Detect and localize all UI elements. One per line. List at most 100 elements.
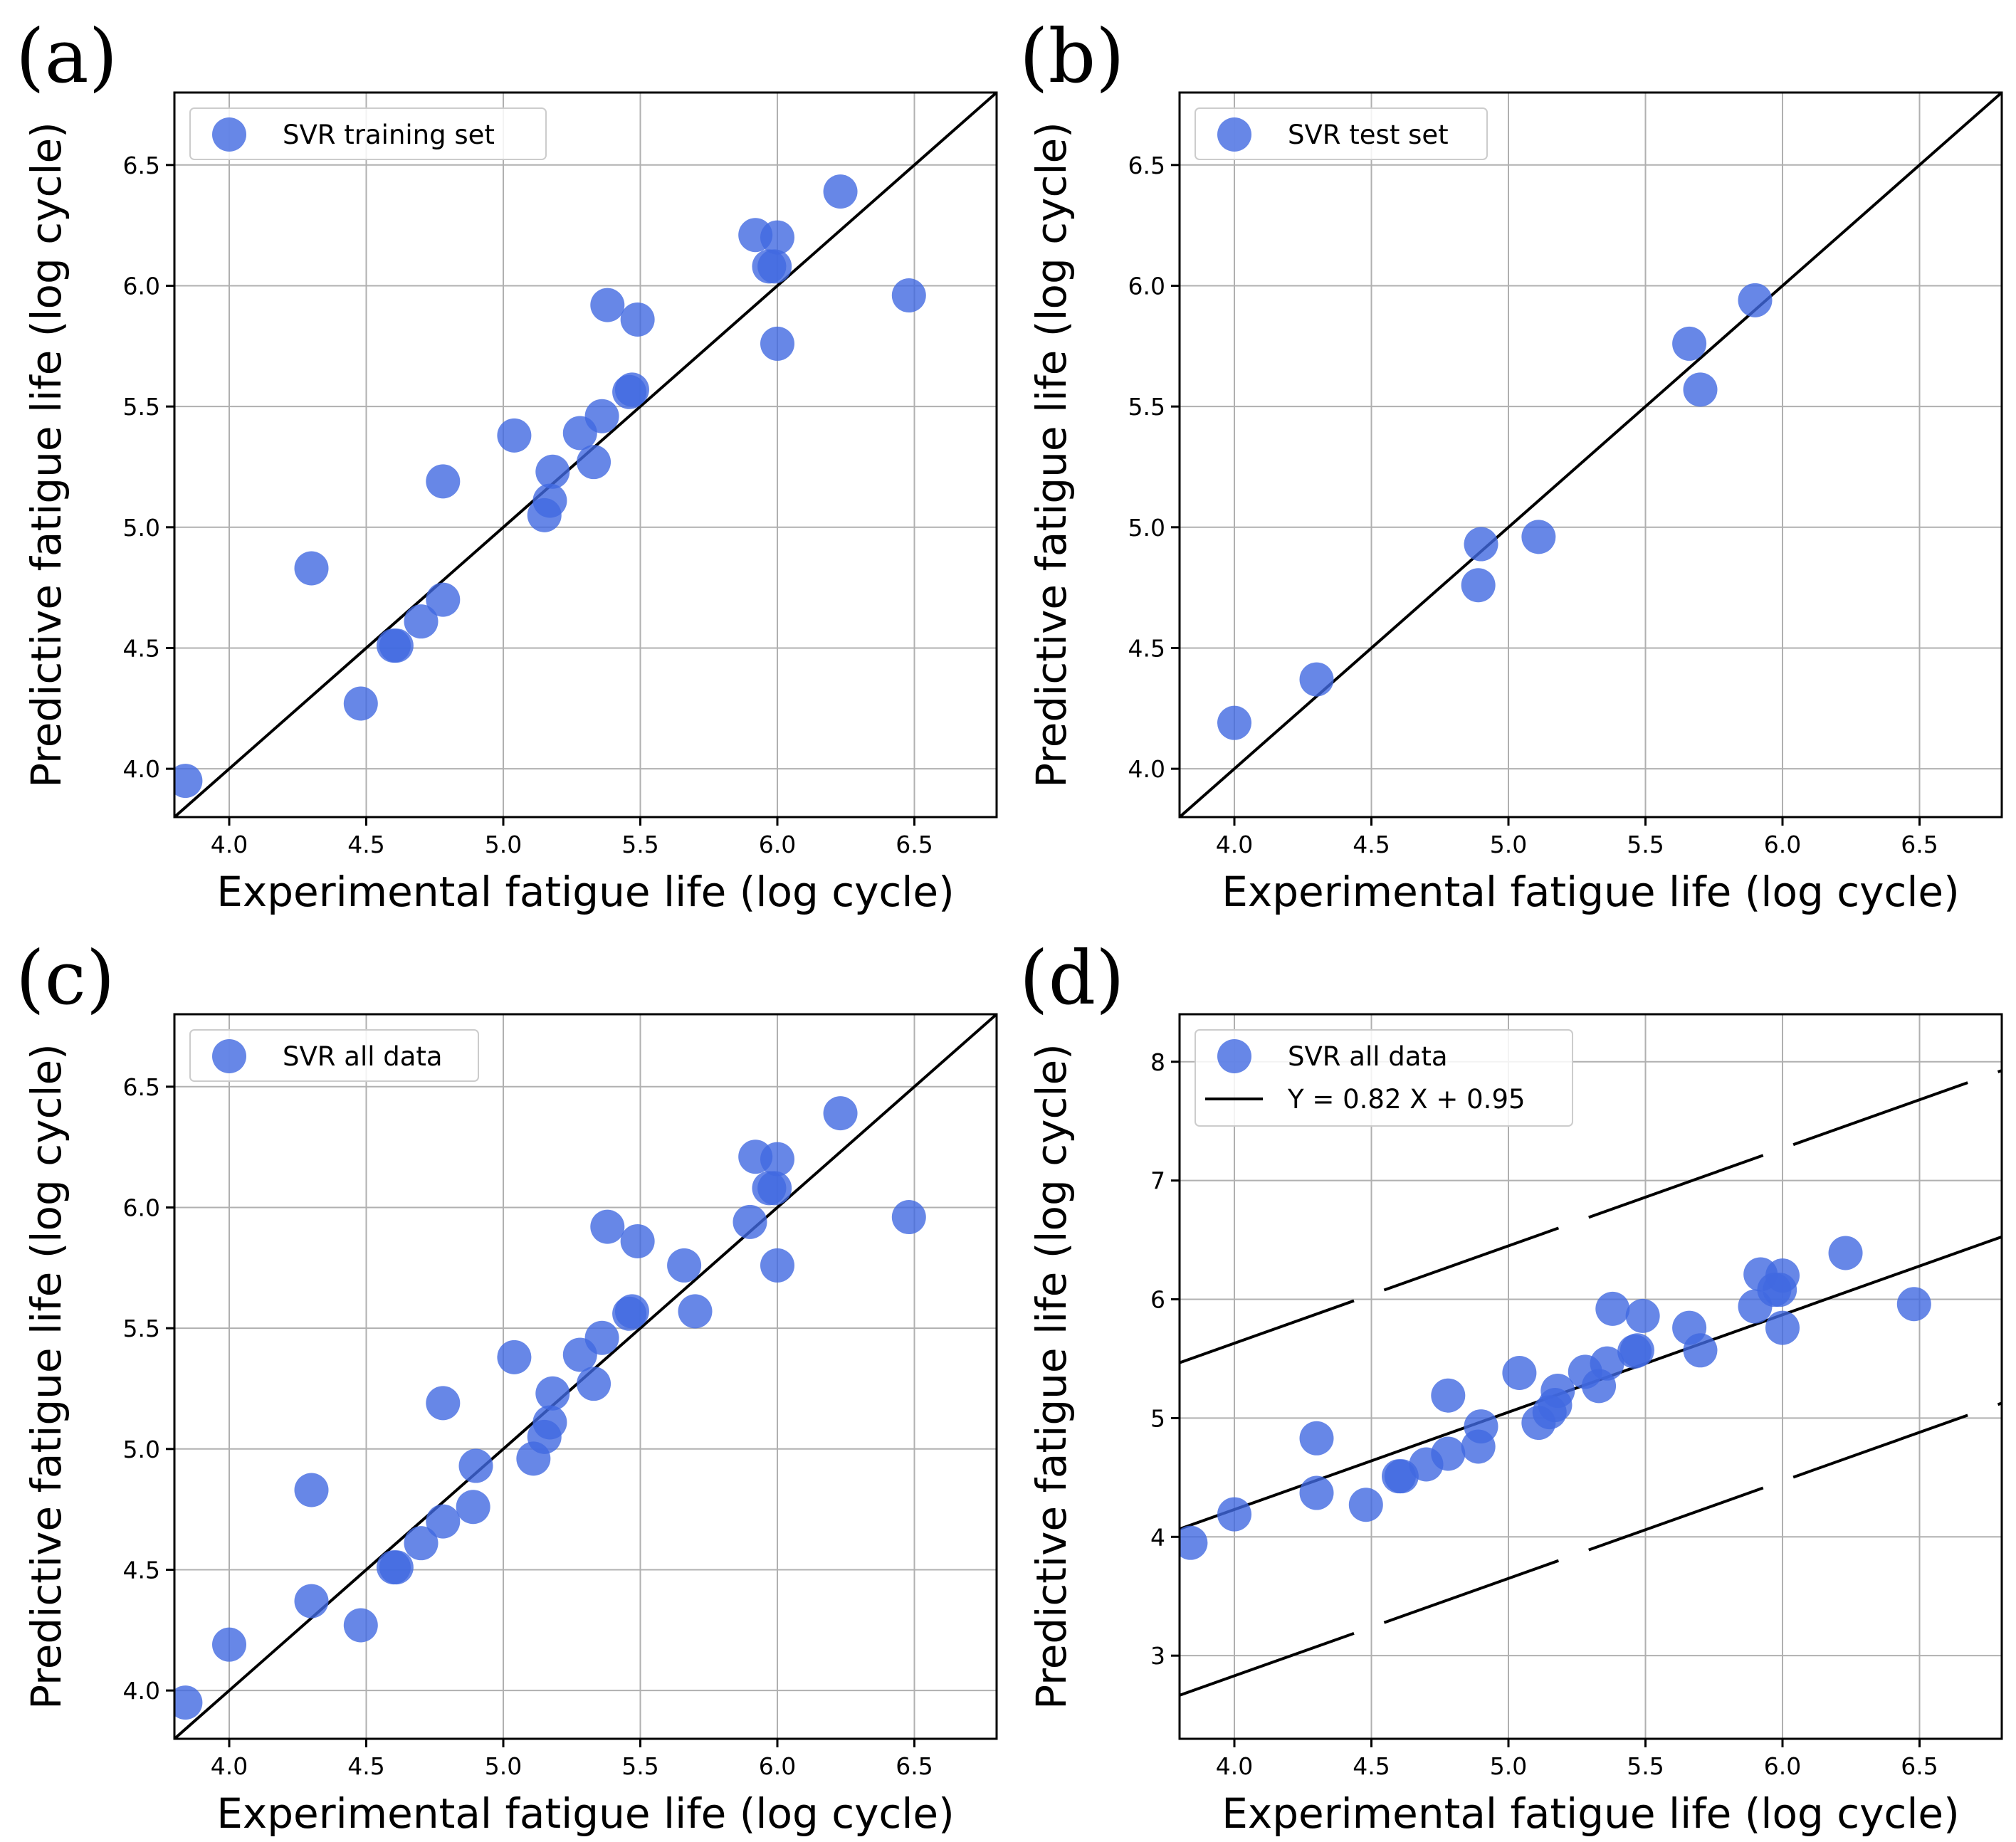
data-point <box>614 372 649 407</box>
y-tick-label: 5.5 <box>123 393 160 421</box>
y-axis-label: Predictive fatigue life (log cycle) <box>22 1043 70 1710</box>
y-tick-label: 6.0 <box>123 1194 160 1221</box>
x-tick-label: 4.5 <box>347 831 384 858</box>
x-tick-label: 5.0 <box>1490 1752 1527 1780</box>
data-point <box>757 1171 792 1206</box>
data-point <box>1217 705 1251 740</box>
data-point <box>1521 520 1556 554</box>
plot-frame <box>1178 1013 2003 1740</box>
x-tick-label: 4.5 <box>347 1752 384 1780</box>
y-tick-label: 6.5 <box>123 1073 160 1101</box>
x-tick-label: 5.5 <box>621 831 658 858</box>
data-point <box>1540 1374 1575 1409</box>
y-tick-label: 5.0 <box>1128 514 1165 542</box>
x-tick-label: 5.0 <box>485 1752 522 1780</box>
data-point <box>678 1294 713 1329</box>
x-tick-label: 6.5 <box>1901 1752 1938 1780</box>
line-y=x <box>1180 93 2002 817</box>
data-point <box>294 551 329 586</box>
data-point <box>1299 1421 1334 1456</box>
y-tick-label: 5.5 <box>1128 393 1165 421</box>
x-axis-label: Experimental fatigue life (log cycle) <box>1222 1789 1960 1838</box>
data-point <box>584 1320 619 1355</box>
y-tick-label: 3 <box>1150 1642 1165 1670</box>
data-point <box>733 1204 767 1239</box>
data-point <box>1625 1298 1660 1333</box>
plot-frame <box>1178 91 2003 819</box>
y-tick-label: 5 <box>1150 1404 1165 1432</box>
data-point <box>1348 1488 1383 1522</box>
points-layer <box>174 174 926 799</box>
data-point <box>823 174 858 209</box>
data-point <box>343 1608 378 1643</box>
data-point <box>1431 1436 1466 1471</box>
y-tick-label: 4.5 <box>123 1556 160 1584</box>
data-point <box>532 1405 567 1440</box>
legend: SVR training set <box>189 107 547 160</box>
y-tick-label: 6.5 <box>1128 152 1165 179</box>
legend-box <box>189 107 547 160</box>
x-tick-label: 4.0 <box>1216 1752 1253 1780</box>
x-tick-label: 5.5 <box>621 1752 658 1780</box>
data-point <box>1738 283 1773 317</box>
x-axis-label: Experimental fatigue life (log cycle) <box>216 868 955 916</box>
lines-layer <box>1180 93 2002 817</box>
y-tick-label: 6 <box>1150 1286 1165 1314</box>
panel-letter: (b) <box>1019 13 1125 100</box>
data-point <box>294 1473 329 1507</box>
plot-frame <box>173 91 998 819</box>
legend-label: Y = 0.82 X + 0.95 <box>1287 1084 1526 1115</box>
data-point <box>426 1504 461 1539</box>
data-point <box>458 1448 493 1483</box>
x-tick-label: 6.0 <box>1764 1752 1801 1780</box>
x-axis-label: Experimental fatigue life (log cycle) <box>1222 868 1960 916</box>
data-point <box>532 483 567 518</box>
points-layer <box>174 1096 926 1720</box>
data-point <box>404 1526 439 1561</box>
x-tick-label: 6.0 <box>1764 831 1801 858</box>
data-point <box>891 278 926 313</box>
x-tick-label: 4.5 <box>1353 831 1390 858</box>
legend-box <box>189 1029 479 1082</box>
data-point <box>294 1584 329 1619</box>
legend-marker <box>212 1039 246 1073</box>
x-tick-label: 5.0 <box>485 831 522 858</box>
data-point <box>1672 326 1707 361</box>
data-point <box>891 1200 926 1235</box>
data-point <box>174 1685 203 1720</box>
data-point <box>1683 1333 1718 1368</box>
data-point <box>426 464 461 499</box>
legend-box <box>1195 107 1488 160</box>
data-point <box>1683 372 1718 407</box>
data-point <box>1502 1355 1537 1390</box>
data-point <box>1464 1409 1498 1444</box>
y-tick-label: 5.5 <box>123 1315 160 1342</box>
data-point <box>760 220 794 255</box>
data-point <box>456 1490 490 1525</box>
data-point <box>426 582 461 617</box>
y-axis-label: Predictive fatigue life (log cycle) <box>1027 122 1076 788</box>
data-point <box>535 1376 570 1411</box>
panel-letter: (c) <box>16 935 115 1021</box>
data-point <box>614 1294 649 1329</box>
data-point <box>535 454 570 489</box>
panel-c: (c) 4.0 4.5 5.0 5.5 6.0 6.5 4.0 4.5 5.0 5.5 6.0 6.5 E… <box>16 935 998 1838</box>
data-point <box>760 326 794 361</box>
x-tick-label: 6.5 <box>896 1752 933 1780</box>
data-point <box>379 1550 414 1585</box>
data-point <box>584 399 619 433</box>
y-tick-label: 5.0 <box>123 514 160 542</box>
data-point <box>379 628 414 663</box>
y-tick-label: 5.0 <box>123 1436 160 1463</box>
data-point <box>426 1386 461 1421</box>
y-tick-label: 8 <box>1150 1048 1165 1076</box>
x-tick-label: 4.0 <box>211 831 248 858</box>
line-upper-band <box>1180 1069 2002 1364</box>
data-point <box>1896 1287 1931 1322</box>
panel-letter: (a) <box>16 13 117 100</box>
y-tick-label: 4 <box>1150 1523 1165 1551</box>
data-point <box>590 1209 625 1244</box>
x-tick-label: 5.0 <box>1490 831 1527 858</box>
x-tick-label: 6.0 <box>759 831 796 858</box>
